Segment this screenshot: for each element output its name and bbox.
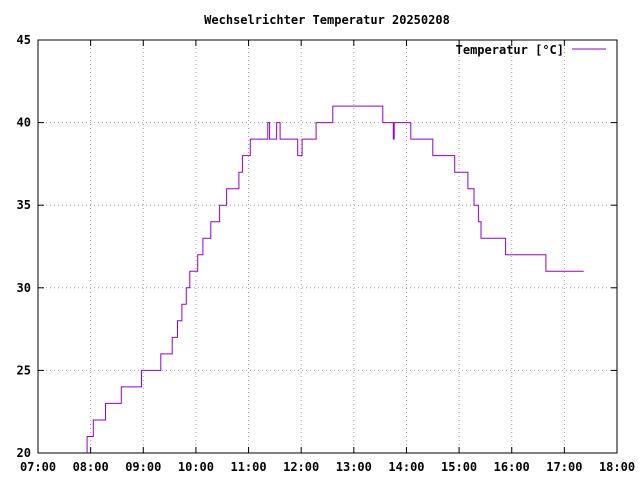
x-tick-label: 13:00: [336, 460, 372, 474]
y-tick-label: 40: [17, 116, 31, 130]
y-tick-label: 20: [17, 446, 31, 460]
legend: Temperatur [°C]: [456, 43, 606, 57]
y-tick-label: 35: [17, 198, 31, 212]
axis-ticks: 07:00 08:00 09:00 10:00 11:00 12:00 13:00 14:00…: [17, 33, 636, 474]
x-tick-label: 15:00: [441, 460, 477, 474]
y-tick-label: 25: [17, 363, 31, 377]
chart-title: Wechselrichter Temperatur 20250208: [204, 13, 450, 27]
x-tick-label: 08:00: [73, 460, 109, 474]
x-tick-label: 11:00: [230, 460, 266, 474]
x-tick-label: 10:00: [178, 460, 214, 474]
legend-label: Temperatur [°C]: [456, 43, 564, 57]
series-layer: [86, 105, 584, 453]
grid-lines: [38, 40, 617, 453]
x-tick-label: 16:00: [494, 460, 530, 474]
x-tick-label: 17:00: [546, 460, 582, 474]
x-tick-label: 09:00: [125, 460, 161, 474]
x-tick-label: 18:00: [599, 460, 635, 474]
x-tick-label: 07:00: [20, 460, 56, 474]
y-tick-label: 30: [17, 281, 31, 295]
x-tick-label: 14:00: [388, 460, 424, 474]
plot-frame: [37, 39, 618, 454]
x-tick-label: 12:00: [283, 460, 319, 474]
y-tick-label: 45: [17, 33, 31, 47]
temperature-series-line: [86, 105, 584, 453]
